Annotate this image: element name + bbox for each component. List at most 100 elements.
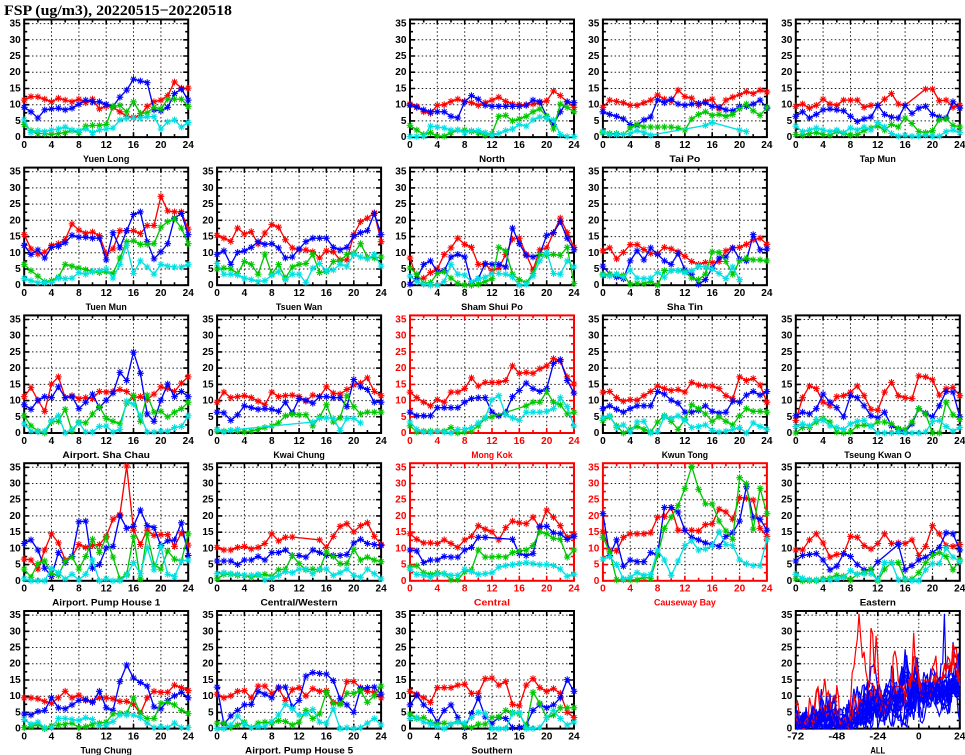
- svg-text:10: 10: [202, 543, 214, 554]
- svg-text:20: 20: [202, 363, 214, 374]
- svg-text:20: 20: [10, 659, 22, 670]
- svg-text:8: 8: [655, 584, 661, 595]
- svg-text:30: 30: [10, 183, 22, 194]
- svg-text:20: 20: [395, 363, 407, 374]
- svg-text:0: 0: [600, 140, 606, 151]
- svg-text:16: 16: [514, 436, 526, 447]
- svg-text:12: 12: [294, 436, 306, 447]
- svg-text:30: 30: [395, 479, 407, 490]
- svg-text:20: 20: [348, 731, 360, 742]
- svg-text:10: 10: [588, 543, 600, 554]
- svg-text:0: 0: [214, 584, 220, 595]
- svg-text:10: 10: [781, 691, 793, 702]
- svg-text:0: 0: [21, 436, 27, 447]
- svg-text:25: 25: [202, 495, 214, 506]
- svg-text:20: 20: [734, 436, 746, 447]
- svg-text:10: 10: [202, 396, 214, 407]
- svg-text:5: 5: [594, 116, 600, 127]
- svg-text:12: 12: [486, 584, 498, 595]
- svg-text:35: 35: [202, 462, 214, 473]
- svg-text:20: 20: [348, 584, 360, 595]
- svg-text:Kwai Chung: Kwai Chung: [273, 450, 325, 461]
- svg-text:24: 24: [761, 584, 773, 595]
- svg-text:20: 20: [541, 584, 553, 595]
- svg-text:20: 20: [734, 288, 746, 299]
- svg-text:Airport. Pump House 5: Airport. Pump House 5: [245, 745, 354, 755]
- svg-text:0: 0: [787, 724, 793, 735]
- svg-text:Kwun Tong: Kwun Tong: [662, 450, 709, 461]
- svg-text:12: 12: [872, 140, 884, 151]
- svg-text:12: 12: [486, 288, 498, 299]
- svg-text:20: 20: [10, 215, 22, 226]
- svg-text:15: 15: [202, 232, 214, 243]
- svg-text:30: 30: [395, 35, 407, 46]
- svg-text:15: 15: [781, 527, 793, 538]
- svg-text:20: 20: [155, 288, 167, 299]
- svg-text:10: 10: [10, 543, 22, 554]
- svg-text:8: 8: [269, 436, 275, 447]
- svg-text:Tung Chung: Tung Chung: [80, 745, 132, 755]
- svg-text:8: 8: [462, 731, 468, 742]
- svg-text:20: 20: [781, 363, 793, 374]
- svg-text:20: 20: [155, 731, 167, 742]
- svg-text:0: 0: [594, 428, 600, 439]
- svg-text:0: 0: [401, 132, 407, 143]
- svg-text:30: 30: [10, 626, 22, 637]
- svg-text:35: 35: [202, 167, 214, 178]
- svg-text:30: 30: [781, 331, 793, 342]
- svg-text:8: 8: [462, 584, 468, 595]
- svg-text:24: 24: [183, 731, 195, 742]
- svg-text:35: 35: [781, 462, 793, 473]
- svg-text:16: 16: [900, 584, 912, 595]
- svg-text:5: 5: [594, 412, 600, 423]
- svg-text:25: 25: [781, 51, 793, 62]
- svg-text:30: 30: [202, 626, 214, 637]
- svg-text:30: 30: [588, 183, 600, 194]
- svg-text:12: 12: [101, 584, 113, 595]
- svg-text:5: 5: [787, 560, 793, 571]
- svg-text:0: 0: [787, 132, 793, 143]
- svg-text:16: 16: [128, 140, 140, 151]
- svg-text:12: 12: [101, 288, 113, 299]
- svg-text:0: 0: [407, 436, 413, 447]
- svg-text:0: 0: [600, 584, 606, 595]
- svg-text:24: 24: [376, 288, 388, 299]
- svg-text:25: 25: [202, 347, 214, 358]
- svg-text:15: 15: [781, 675, 793, 686]
- svg-text:25: 25: [395, 51, 407, 62]
- svg-text:16: 16: [321, 731, 333, 742]
- svg-text:20: 20: [588, 511, 600, 522]
- svg-text:30: 30: [588, 479, 600, 490]
- svg-text:FSP (ug/m3), 20220515−20220518: FSP (ug/m3), 20220515−20220518: [4, 3, 232, 19]
- svg-text:10: 10: [781, 396, 793, 407]
- svg-text:5: 5: [401, 560, 407, 571]
- svg-text:12: 12: [294, 584, 306, 595]
- svg-text:0: 0: [15, 280, 21, 291]
- svg-text:-48: -48: [828, 731, 845, 742]
- svg-text:4: 4: [820, 584, 826, 595]
- svg-text:30: 30: [395, 183, 407, 194]
- svg-text:0: 0: [594, 576, 600, 587]
- svg-text:20: 20: [155, 584, 167, 595]
- svg-text:8: 8: [655, 288, 661, 299]
- svg-text:8: 8: [76, 584, 82, 595]
- svg-text:Tsuen Wan: Tsuen Wan: [276, 302, 323, 313]
- svg-text:5: 5: [594, 264, 600, 275]
- svg-text:25: 25: [781, 495, 793, 506]
- svg-text:25: 25: [588, 347, 600, 358]
- svg-text:10: 10: [395, 691, 407, 702]
- svg-text:35: 35: [395, 167, 407, 178]
- svg-text:0: 0: [787, 428, 793, 439]
- svg-text:16: 16: [128, 436, 140, 447]
- svg-text:20: 20: [781, 67, 793, 78]
- svg-text:35: 35: [588, 315, 600, 326]
- svg-text:0: 0: [407, 584, 413, 595]
- svg-text:25: 25: [588, 199, 600, 210]
- svg-text:24: 24: [568, 731, 580, 742]
- svg-text:25: 25: [10, 347, 22, 358]
- svg-text:25: 25: [10, 51, 22, 62]
- svg-text:0: 0: [21, 288, 27, 299]
- svg-text:10: 10: [395, 248, 407, 259]
- svg-text:25: 25: [202, 643, 214, 654]
- svg-text:Tseung Kwan O: Tseung Kwan O: [844, 450, 911, 461]
